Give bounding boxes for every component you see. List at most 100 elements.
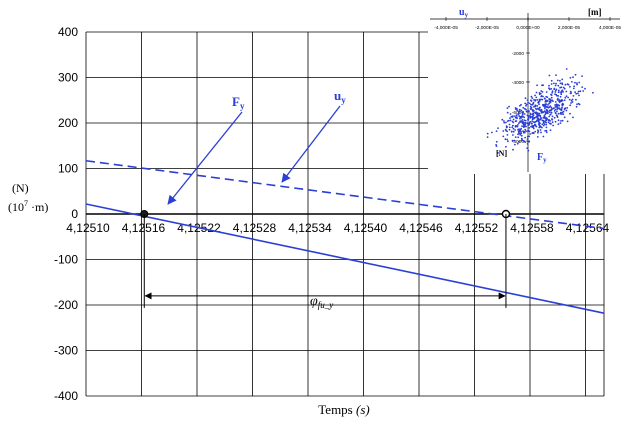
inset-point [547,104,549,106]
inset-point [547,119,550,122]
inset-point [534,124,537,126]
inset-point [570,99,573,102]
inset-point [572,95,575,97]
inset-point [549,105,552,107]
inset-point [572,76,574,79]
inset-point [552,107,554,110]
x-tick-label: 4,12534 [288,221,332,235]
y-axis-label-line2: (107 ·m) [8,199,48,214]
inset-point [527,149,530,152]
inset-point [522,139,525,142]
x-tick-label: 4,12546 [399,221,443,235]
inset-point [545,91,548,93]
inset-point [561,104,564,106]
inset-point [501,118,504,121]
inset-point [514,115,516,117]
inset-point [574,91,576,94]
inset-point [514,125,517,128]
x-tick-label: 4,12558 [510,221,554,235]
inset-point [557,123,560,126]
inset-point [530,122,533,124]
inset-point [517,124,519,126]
inset-point [581,86,584,88]
inset-point [503,120,505,122]
inset-point [542,84,544,87]
inset-point [517,129,519,131]
inset-point [561,82,563,85]
inset-point [534,99,537,101]
inset-point [566,107,569,109]
inset-x-tick-label: -4,000E-05 [434,25,458,31]
inset-point [561,78,564,81]
y-axis-label-line1: (N) [12,181,29,195]
inset-point [533,121,535,123]
inset-point [519,121,521,123]
inset-point [516,125,519,128]
inset-m-unit-label: [m] [588,7,602,17]
inset-point [516,109,519,112]
inset-point [543,115,546,117]
inset-point [522,126,525,128]
inset-point [519,117,521,120]
inset-point [531,125,534,127]
series-layer [85,159,605,314]
inset-point [576,103,578,106]
inset-point [554,84,557,87]
inset-point [557,91,560,94]
inset-point [550,93,552,96]
inset-point [548,111,551,113]
x-tick-label: 4,12510 [66,221,110,235]
inset-point [557,99,559,101]
inset-point [505,145,507,148]
inset-point [511,139,514,142]
inset-point [565,68,568,70]
inset-point [540,111,543,114]
inset-point [531,103,534,106]
fy-pointer-arrow [167,111,243,205]
inset-point [581,75,583,77]
inset-point [548,74,551,77]
inset-point [538,124,541,127]
inset-point [568,98,571,101]
inset-point [517,133,519,136]
inset-point [538,93,541,96]
inset-point [515,107,518,110]
inset-point [527,122,529,125]
inset-point [577,102,580,105]
inset-point [526,110,529,113]
inset-point [538,106,541,109]
inset-point [559,122,562,124]
inset-point [518,110,521,113]
inset-point [531,120,534,122]
inset-point [521,119,524,121]
inset-point [575,105,578,108]
inset-point [506,107,509,109]
inset-fy-label: Fy [537,152,547,164]
inset-point [553,87,556,90]
inset-point [545,117,548,119]
inset-point [495,130,498,133]
uy-series-label: uy [334,88,346,105]
inset-point [505,121,507,124]
inset-point [548,87,550,90]
inset-point [519,128,522,131]
y-tick-label: -300 [54,344,78,358]
inset-point [563,116,566,119]
inset-point [575,98,577,101]
inset-point [530,106,533,109]
inset-point [519,133,522,136]
inset-point [550,106,553,109]
inset-point [565,109,568,112]
inset-point [520,130,522,133]
y-tick-label: -100 [54,253,78,267]
inset-point [542,117,545,119]
inset-uy-label: uy [459,7,469,19]
inset-point [541,91,544,93]
inset-point [536,115,539,118]
inset-point [551,90,554,93]
inset-point [524,102,527,105]
inset-point [521,125,523,127]
inset-point [506,130,509,133]
inset-point [534,104,537,107]
inset-point [506,138,509,141]
